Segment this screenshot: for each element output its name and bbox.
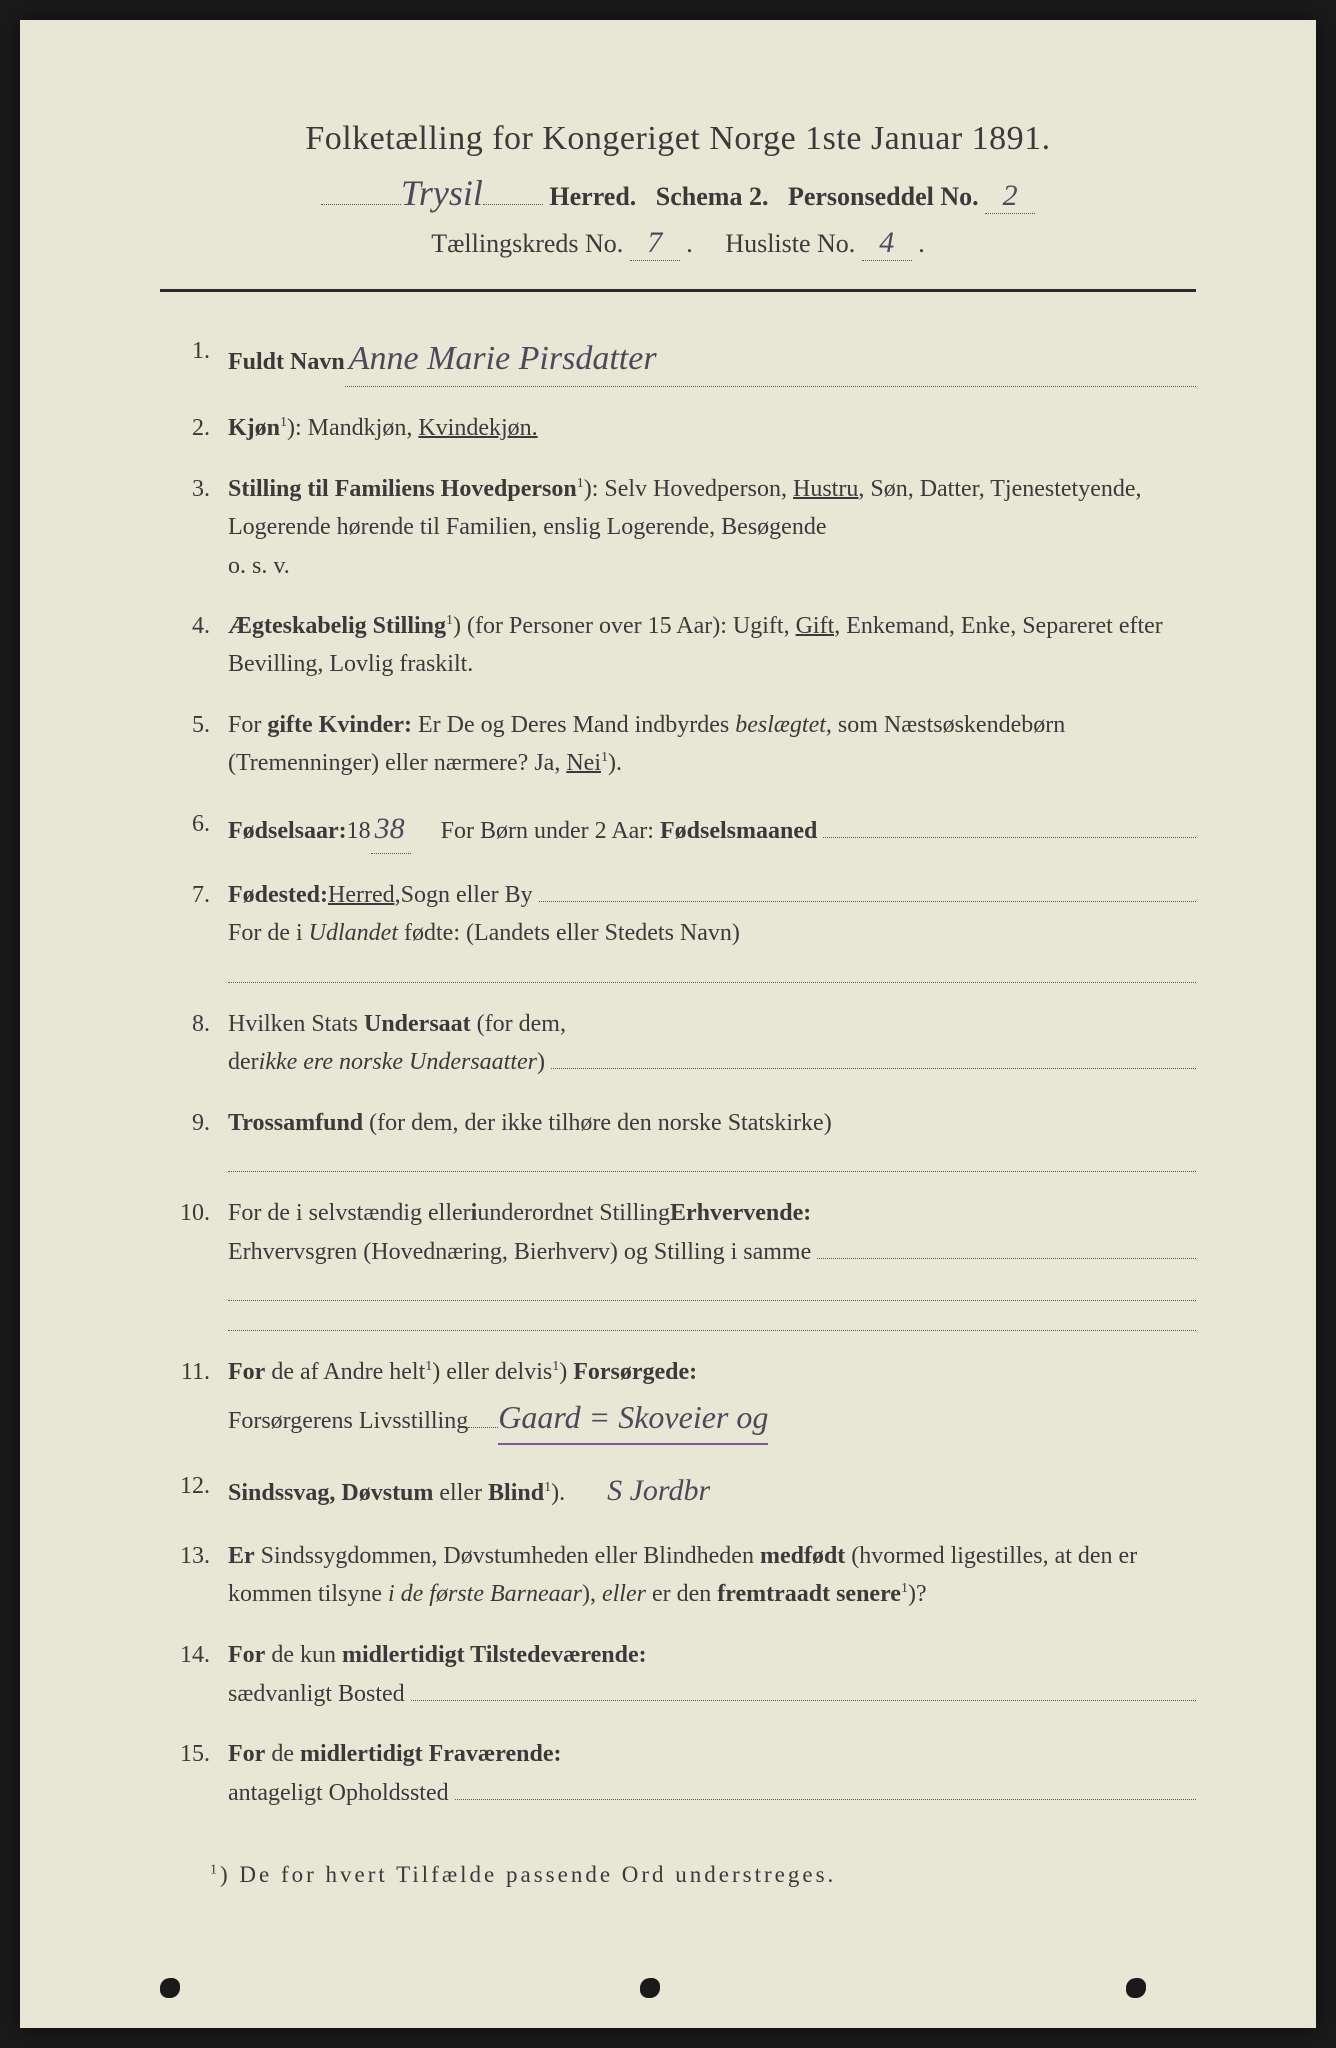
punch-hole <box>160 1978 180 1998</box>
q11-value-2: S Jordbr <box>607 1474 710 1507</box>
question-14: 14. For de kun midlertidigt Tilstedevære… <box>170 1636 1196 1713</box>
question-1: 1. Fuldt Navn Anne Marie Pirsdatter <box>170 332 1196 387</box>
question-15: 15. For de midlertidigt Fraværende: anta… <box>170 1735 1196 1812</box>
item-number: 12. <box>170 1467 228 1515</box>
question-3: 3. Stilling til Familiens Hovedperson1):… <box>170 470 1196 585</box>
q5-selected: Nei <box>566 750 601 776</box>
question-6: 6. Fødselsaar: 1838 For Børn under 2 Aar… <box>170 805 1196 854</box>
question-12: 12. Sindssvag, Døvstum eller Blind1). S … <box>170 1467 1196 1515</box>
q3-label: Stilling til Familiens Hovedperson <box>228 476 577 502</box>
item-number: 7. <box>170 876 228 983</box>
item-number: 14. <box>170 1636 228 1713</box>
question-5: 5. For gifte Kvinder: Er De og Deres Man… <box>170 706 1196 783</box>
question-8: 8. Hvilken Stats Undersaat (for dem, der… <box>170 1005 1196 1082</box>
form-title: Folketælling for Kongeriget Norge 1ste J… <box>160 120 1196 158</box>
birth-year: 38 <box>371 805 411 854</box>
header-line-2: Trysil Herred. Schema 2. Personseddel No… <box>160 172 1196 214</box>
header-line-3: Tællingskreds No. 7 . Husliste No. 4 . <box>160 226 1196 261</box>
item-number: 2. <box>170 409 228 447</box>
questions-list: 1. Fuldt Navn Anne Marie Pirsdatter 2. K… <box>160 332 1196 1812</box>
header-divider <box>160 289 1196 292</box>
item-number: 5. <box>170 706 228 783</box>
item-number: 3. <box>170 470 228 585</box>
q3-selected: Hustru, <box>793 476 864 502</box>
taellingskreds-value: 7 <box>630 226 680 261</box>
q4-selected: Gift, <box>796 613 841 639</box>
item-number: 13. <box>170 1537 228 1614</box>
personseddel-label: Personseddel No. <box>788 182 979 211</box>
form-header: Folketælling for Kongeriget Norge 1ste J… <box>160 120 1196 261</box>
item-number: 8. <box>170 1005 228 1082</box>
punch-hole <box>640 1978 660 1998</box>
census-form-page: Folketælling for Kongeriget Norge 1ste J… <box>20 20 1316 2028</box>
question-2: 2. Kjøn1): Mandkjøn, Kvindekjøn. <box>170 409 1196 447</box>
schema-label: Schema 2. <box>656 182 769 211</box>
item-number: 10. <box>170 1194 228 1331</box>
q2-selected: Kvindekjøn. <box>418 415 537 441</box>
q1-label: Fuldt Navn <box>228 343 345 381</box>
punch-hole <box>1126 1978 1146 1998</box>
item-number: 15. <box>170 1735 228 1812</box>
husliste-value: 4 <box>862 226 912 261</box>
question-10: 10. For de i selvstændig eller i underor… <box>170 1194 1196 1331</box>
item-number: 4. <box>170 607 228 684</box>
footnote: 1) De for hvert Tilfælde passende Ord un… <box>160 1862 1196 1888</box>
q11-value: Gaard = Skoveier og <box>498 1399 768 1435</box>
q4-label: Ægteskabelig Stilling <box>228 613 446 639</box>
question-4: 4. Ægteskabelig Stilling1) (for Personer… <box>170 607 1196 684</box>
herred-label: Herred. <box>549 182 636 211</box>
question-7: 7. Fødested: Herred, Sogn eller By For d… <box>170 876 1196 983</box>
husliste-label: Husliste No. <box>725 229 855 258</box>
q1-value: Anne Marie Pirsdatter <box>345 332 1196 387</box>
q2-label: Kjøn <box>228 415 280 441</box>
item-number: 1. <box>170 332 228 387</box>
personseddel-value: 2 <box>985 179 1035 214</box>
question-13: 13. Er Sindssygdommen, Døvstumheden elle… <box>170 1537 1196 1614</box>
question-9: 9. Trossamfund (for dem, der ikke tilhør… <box>170 1104 1196 1172</box>
taellingskreds-label: Tællingskreds No. <box>431 229 623 258</box>
herred-value: Trysil <box>401 173 483 213</box>
question-11: 11. For de af Andre helt1) eller delvis1… <box>170 1353 1196 1445</box>
item-number: 6. <box>170 805 228 854</box>
item-number: 9. <box>170 1104 228 1172</box>
item-number: 11. <box>170 1353 228 1445</box>
